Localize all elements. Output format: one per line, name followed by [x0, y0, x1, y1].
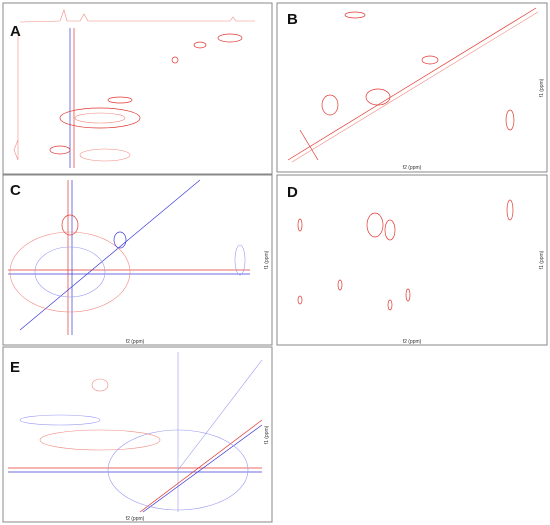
contour — [365, 88, 391, 106]
contour — [177, 359, 263, 471]
contour — [421, 55, 439, 65]
x-axis-label: f2 (ppm) — [403, 165, 422, 171]
contour — [337, 279, 343, 291]
panel-frame — [2, 174, 273, 346]
contour — [142, 424, 263, 513]
panel-letter: C — [10, 182, 21, 199]
y-axis-label: f1 (ppm) — [539, 250, 545, 269]
projection — [19, 9, 255, 23]
contour — [366, 212, 384, 238]
contour — [344, 11, 366, 19]
contour — [19, 179, 201, 331]
panel-letter: A — [10, 23, 21, 40]
contour — [297, 295, 303, 305]
panel-letter: E — [10, 359, 20, 376]
panel-letter: D — [287, 184, 298, 201]
projection — [13, 30, 19, 161]
panel-frame — [2, 346, 273, 523]
x-axis-label: f2 (ppm) — [126, 516, 145, 522]
contour — [506, 199, 514, 221]
contour — [107, 429, 249, 511]
panel-a: A — [2, 2, 273, 175]
panel-d: D f2 (ppm) f1 (ppm) — [276, 174, 548, 346]
contour — [171, 56, 179, 64]
x-axis-label: f2 (ppm) — [403, 339, 422, 345]
contour — [387, 299, 393, 311]
contour — [59, 107, 141, 129]
contour — [9, 231, 131, 313]
contour — [61, 214, 79, 236]
contour — [405, 288, 411, 302]
panel-e: E f2 (ppm) f1 (ppm) — [2, 346, 273, 523]
panel-c: C f2 (ppm) f1 (ppm) — [2, 174, 273, 346]
contour — [139, 419, 263, 513]
contour — [193, 41, 207, 49]
contour — [91, 378, 109, 392]
contour — [321, 94, 339, 116]
contour — [113, 231, 127, 249]
panel-letter: B — [287, 11, 298, 28]
contour — [287, 7, 537, 161]
contour — [384, 219, 396, 241]
contour — [291, 11, 539, 163]
contour — [34, 246, 106, 298]
y-axis-label: f1 (ppm) — [264, 250, 270, 269]
contour — [19, 414, 101, 426]
panel-frame — [276, 174, 548, 346]
contour — [505, 109, 515, 131]
panel-frame — [2, 2, 273, 175]
contour — [217, 33, 243, 43]
y-axis-label: f1 (ppm) — [264, 425, 270, 444]
contour — [39, 429, 161, 451]
contour — [299, 129, 319, 161]
contour — [107, 96, 133, 104]
contour — [74, 112, 126, 124]
contour — [79, 148, 131, 162]
contour — [49, 145, 71, 155]
y-axis-label: f1 (ppm) — [539, 78, 545, 97]
contour — [234, 244, 246, 276]
x-axis-label: f2 (ppm) — [126, 339, 145, 345]
panel-b: B f2 (ppm) f1 (ppm) — [276, 2, 548, 173]
contour — [297, 218, 303, 232]
